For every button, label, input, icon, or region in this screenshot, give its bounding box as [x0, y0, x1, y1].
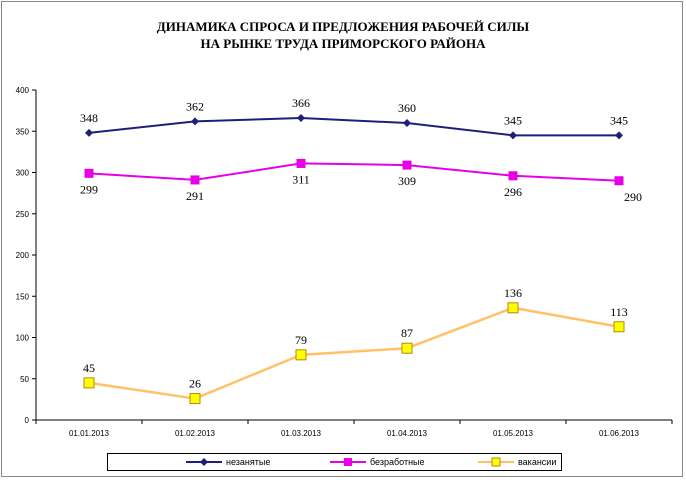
data-label: 345: [610, 113, 628, 127]
data-label: 113: [610, 305, 628, 319]
x-tick-label: 01.02.2013: [175, 429, 216, 438]
data-point: [297, 114, 305, 123]
series-line-1: [88, 162, 620, 182]
y-tick-label: 150: [16, 292, 30, 301]
x-tick-label: 01.06.2013: [599, 429, 640, 438]
data-point: [509, 131, 517, 140]
series-line-0: [88, 117, 619, 137]
data-point: [85, 128, 93, 137]
data-point: [189, 393, 201, 405]
legend-item-vacancies: вакансии: [478, 454, 556, 470]
data-label: 291: [186, 189, 204, 203]
y-tick-label: 350: [16, 127, 30, 136]
y-tick-label: 200: [16, 251, 30, 260]
y-tick-label: 50: [20, 375, 29, 384]
x-tick-label: 01.01.2013: [69, 429, 110, 438]
data-point: [615, 131, 623, 140]
data-point: [402, 160, 412, 170]
y-tick-label: 400: [16, 86, 30, 95]
series-line-2: [88, 306, 620, 400]
data-point: [190, 175, 200, 185]
chart-title-line-2: НА РЫНКЕ ТРУДА ПРИМОРСКОГО РАЙОНА: [200, 36, 486, 51]
data-point: [83, 377, 95, 389]
x-tick-label: 01.04.2013: [387, 429, 428, 438]
data-label: 45: [83, 361, 95, 375]
data-label: 87: [401, 326, 413, 340]
y-tick-label: 0: [25, 416, 30, 425]
data-label: 26: [189, 377, 201, 391]
data-point: [508, 171, 518, 181]
chart-title-line-1: ДИНАМИКА СПРОСА И ПРЕДЛОЖЕНИЯ РАБОЧЕЙ СИ…: [156, 19, 530, 34]
data-point: [507, 302, 519, 314]
data-label: 366: [292, 96, 310, 110]
data-label: 360: [398, 101, 416, 115]
data-label: 348: [80, 111, 98, 125]
legend-line-unemployed-idle: [186, 458, 222, 466]
legend-line-vacancies: [478, 457, 514, 467]
legend: незанятые безработные вакансии: [107, 453, 562, 471]
y-tick-label: 250: [16, 210, 30, 219]
y-tick-label: 100: [16, 334, 30, 343]
data-point: [614, 176, 624, 186]
data-point: [403, 119, 411, 127]
y-tick-label: 300: [16, 169, 30, 178]
legend-label-unemployed-idle: незанятые: [226, 457, 271, 467]
data-label: 296: [504, 185, 522, 199]
data-point: [295, 349, 307, 361]
data-label: 311: [292, 172, 310, 186]
data-label: 345: [504, 113, 522, 127]
x-tick-label: 01.03.2013: [281, 429, 322, 438]
chart-title: ДИНАМИКА СПРОСА И ПРЕДЛОЖЕНИЯ РАБОЧЕЙ СИ…: [0, 18, 686, 52]
legend-item-unemployed-idle: незанятые: [186, 454, 270, 470]
data-point: [613, 321, 625, 333]
data-point: [191, 117, 199, 126]
x-tick-label: 01.05.2013: [493, 429, 534, 438]
data-label: 79: [295, 333, 307, 347]
data-label: 362: [186, 99, 204, 113]
data-label: 290: [624, 190, 642, 204]
data-label: 299: [80, 182, 98, 196]
legend-line-unemployed: [330, 458, 366, 466]
data-point: [401, 342, 413, 354]
legend-label-vacancies: вакансии: [518, 457, 557, 467]
data-point: [84, 168, 94, 178]
data-label: 136: [504, 286, 522, 300]
legend-item-unemployed: безработные: [330, 454, 425, 470]
data-label: 309: [398, 174, 416, 188]
data-point: [296, 158, 306, 168]
legend-label-unemployed: безработные: [370, 457, 425, 467]
